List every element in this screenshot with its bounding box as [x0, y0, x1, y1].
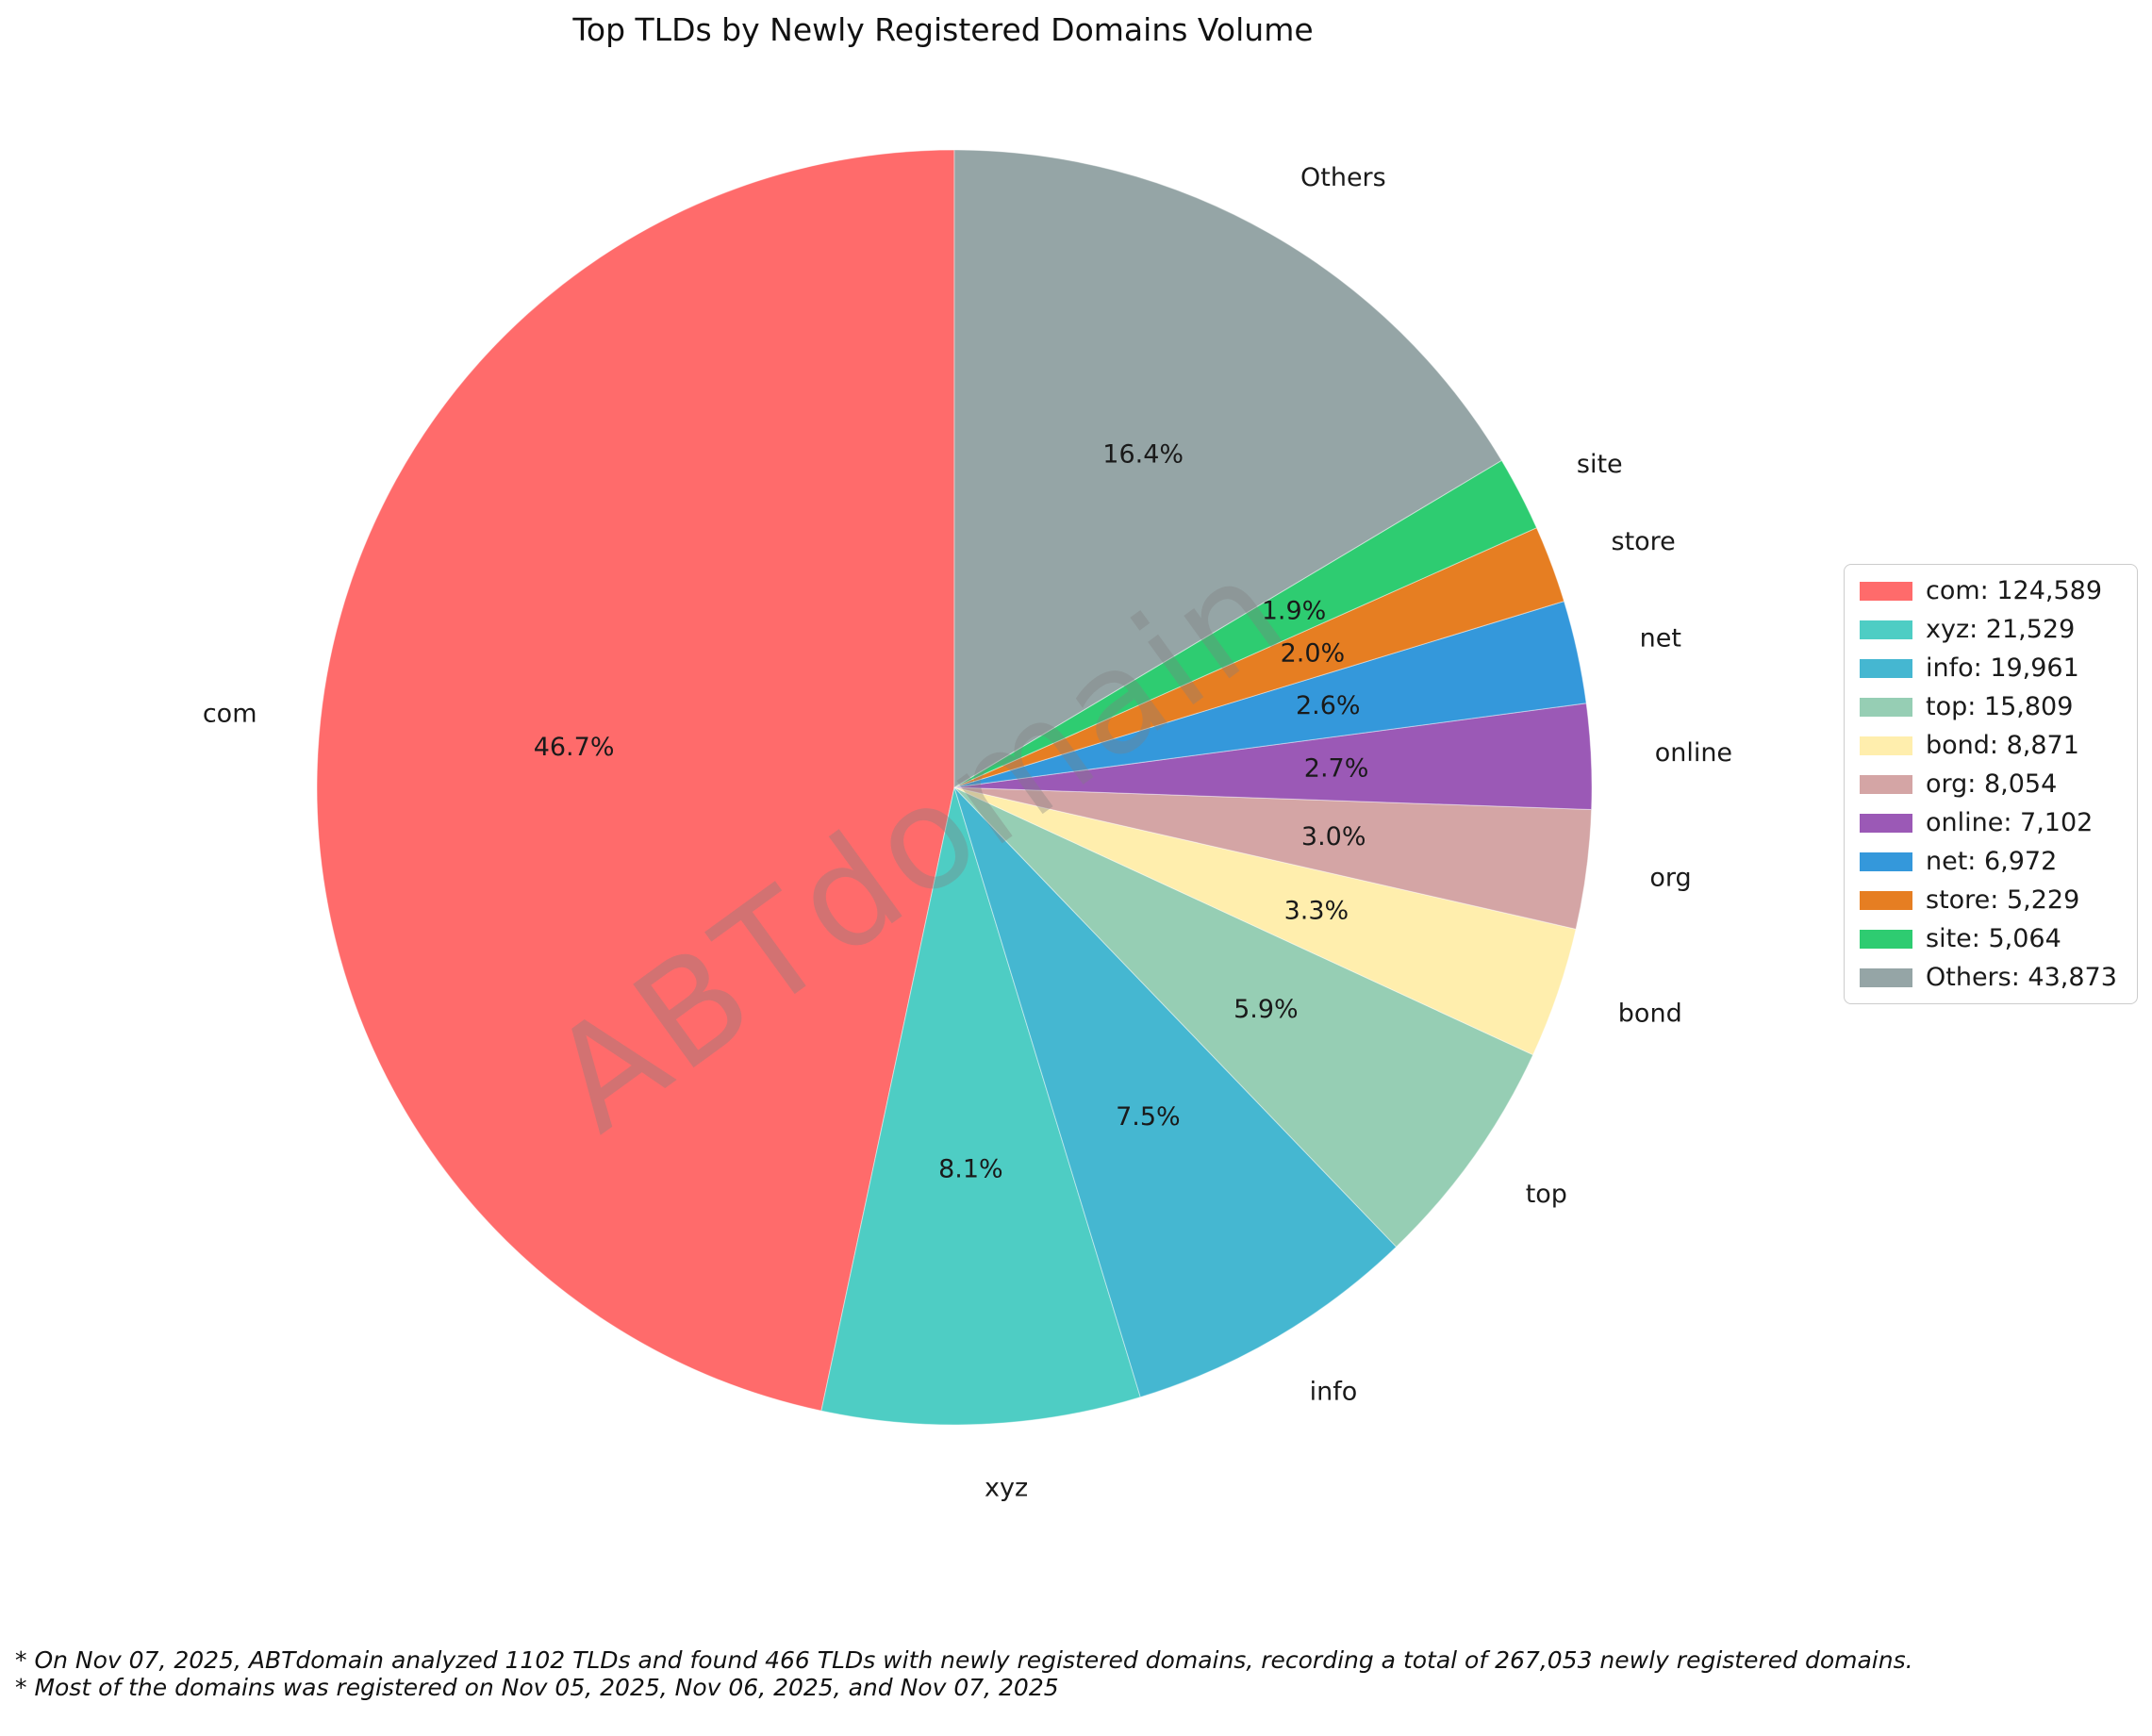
slice-label-top: top: [1526, 1180, 1567, 1209]
pie-slice-Others: [953, 149, 1502, 788]
pct-label-com: 46.7%: [534, 733, 615, 762]
pie-slice-site: [953, 459, 1538, 788]
slice-label-store: store: [1612, 527, 1676, 556]
legend-label: site: 5,064: [1926, 924, 2061, 953]
pie-slice-com: [316, 149, 955, 1412]
pie-slice-xyz: [820, 785, 1141, 1426]
slice-label-net: net: [1640, 623, 1681, 653]
slice-label-online: online: [1655, 738, 1732, 768]
pct-label-net: 2.6%: [1296, 691, 1361, 720]
legend-color-swatch: [1860, 581, 1912, 601]
legend-label: info: 19,961: [1926, 653, 2079, 683]
slice-label-xyz: xyz: [985, 1473, 1028, 1502]
legend-color-swatch: [1860, 697, 1912, 717]
footnote-line-1: * On Nov 07, 2025, ABTdomain analyzed 11…: [15, 1646, 1913, 1674]
legend-color-swatch: [1860, 774, 1912, 794]
pct-label-info: 7.5%: [1116, 1102, 1181, 1132]
legend-color-swatch: [1860, 620, 1912, 639]
pct-label-top: 5.9%: [1233, 995, 1299, 1024]
legend-item-Others: Others: 43,873: [1860, 963, 2122, 992]
legend-color-swatch: [1860, 967, 1912, 987]
legend-color-swatch: [1860, 813, 1912, 833]
legend-label: org: 8,054: [1926, 769, 2058, 799]
legend-label: store: 5,229: [1926, 885, 2080, 915]
pie-slice-net: [953, 600, 1587, 788]
legend-label: online: 7,102: [1926, 808, 2094, 837]
legend-color-swatch: [1860, 736, 1912, 755]
footnotes: * On Nov 07, 2025, ABTdomain analyzed 11…: [15, 1646, 1913, 1701]
legend-color-swatch: [1860, 890, 1912, 910]
legend-label: xyz: 21,529: [1926, 615, 2076, 644]
footnote-line-2: * Most of the domains was registered on …: [15, 1674, 1059, 1701]
legend-item-com: com: 124,589: [1860, 576, 2122, 605]
legend-item-bond: bond: 8,871: [1860, 731, 2122, 760]
pie-slice-online: [953, 703, 1593, 811]
legend-item-org: org: 8,054: [1860, 769, 2122, 799]
pct-label-site: 1.9%: [1262, 597, 1327, 626]
legend: com: 124,589 xyz: 21,529 info: 19,961 top: …: [1844, 564, 2138, 1004]
legend-item-store: store: 5,229: [1860, 885, 2122, 915]
pie-slice-org: [953, 786, 1593, 930]
legend-item-info: info: 19,961: [1860, 653, 2122, 683]
pct-label-bond: 3.3%: [1284, 896, 1349, 925]
legend-color-swatch: [1860, 658, 1912, 678]
pct-label-org: 3.0%: [1301, 822, 1366, 851]
pct-label-store: 2.0%: [1281, 638, 1346, 668]
pie-slice-info: [953, 786, 1398, 1398]
legend-item-site: site: 5,064: [1860, 924, 2122, 953]
slice-label-info: info: [1310, 1378, 1358, 1407]
pie-slice-bond: [953, 786, 1577, 1056]
slice-label-bond: bond: [1618, 1000, 1682, 1029]
pie-slice-top: [953, 786, 1534, 1248]
slice-label-com: com: [203, 700, 257, 729]
legend-color-swatch: [1860, 929, 1912, 949]
chart-title: Top TLDs by Newly Registered Domains Vol…: [572, 11, 1314, 48]
legend-item-xyz: xyz: 21,529: [1860, 615, 2122, 644]
legend-item-online: online: 7,102: [1860, 808, 2122, 837]
legend-label: com: 124,589: [1926, 576, 2102, 605]
pct-label-Others: 16.4%: [1102, 440, 1184, 470]
slice-label-Others: Others: [1300, 163, 1386, 192]
legend-label: Others: 43,873: [1926, 963, 2117, 992]
legend-label: net: 6,972: [1926, 847, 2058, 876]
pct-label-online: 2.7%: [1304, 754, 1369, 784]
legend-label: bond: 8,871: [1926, 731, 2079, 760]
pct-label-xyz: 8.1%: [938, 1155, 1003, 1184]
slice-label-site: site: [1577, 450, 1623, 479]
legend-color-swatch: [1860, 851, 1912, 871]
legend-item-top: top: 15,809: [1860, 692, 2122, 721]
slice-label-org: org: [1649, 864, 1691, 893]
legend-item-net: net: 6,972: [1860, 847, 2122, 876]
legend-label: top: 15,809: [1926, 692, 2074, 721]
pie-slice-store: [953, 527, 1565, 788]
